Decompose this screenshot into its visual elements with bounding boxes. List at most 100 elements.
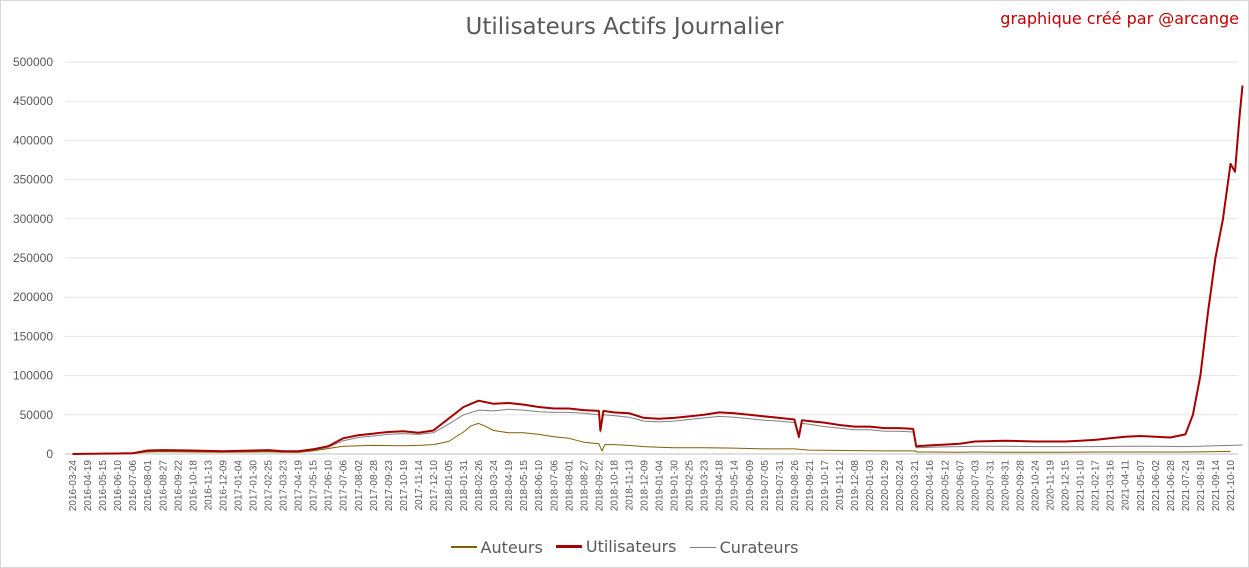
- x-tick-label: 2018-04-19: [504, 460, 515, 512]
- y-tick-label: 0: [46, 447, 53, 461]
- x-tick-label: 2020-04-16: [925, 460, 936, 512]
- x-tick-label: 2016-10-18: [188, 460, 199, 512]
- x-tick-label: 2019-08-26: [790, 460, 801, 512]
- x-tick-label: 2019-04-18: [715, 460, 726, 512]
- legend-item-curateurs: Curateurs: [689, 538, 799, 557]
- x-tick-label: 2017-08-02: [354, 460, 365, 512]
- x-tick-label: 2017-05-15: [309, 460, 320, 512]
- x-tick-label: 2019-12-08: [850, 460, 861, 512]
- x-tick-label: 2019-07-05: [760, 460, 771, 512]
- x-tick-label: 2018-06-10: [534, 460, 545, 512]
- x-tick-label: 2021-01-10: [1076, 460, 1087, 512]
- x-tick-label: 2016-11-13: [203, 460, 214, 511]
- series-line-auteurs: [72, 422, 1231, 455]
- x-tick-label: 2018-07-06: [549, 460, 560, 512]
- y-tick-label: 100000: [13, 369, 53, 383]
- x-tick-label: 2016-05-15: [98, 460, 109, 512]
- x-tick-label: 2019-05-14: [730, 460, 741, 512]
- x-tick-label: 2018-11-13: [624, 460, 635, 511]
- x-tick-label: 2016-12-09: [218, 460, 229, 512]
- chart-title: Utilisateurs Actifs Journalier: [465, 14, 784, 40]
- legend-item-utilisateurs: Utilisateurs: [555, 537, 677, 556]
- x-tick-label: 2016-08-01: [143, 460, 154, 512]
- x-tick-label: 2020-07-31: [985, 460, 996, 512]
- x-tick-label: 2017-01-04: [233, 460, 244, 512]
- x-tick-label: 2018-05-15: [519, 460, 530, 512]
- y-tick-label: 300000: [13, 212, 53, 226]
- x-tick-label: 2018-03-24: [489, 460, 500, 512]
- x-tick-label: 2020-06-07: [955, 460, 966, 512]
- y-tick-label: 250000: [13, 251, 53, 265]
- y-tick-label: 150000: [13, 329, 53, 343]
- x-tick-label: 2020-09-28: [1015, 460, 1026, 512]
- x-tick-label: 2017-06-10: [324, 460, 335, 512]
- x-tick-label: 2017-12-10: [429, 460, 440, 512]
- x-tick-label: 2016-07-06: [128, 460, 139, 512]
- x-tick-label: 2018-10-18: [609, 460, 620, 512]
- x-tick-label: 2019-07-31: [775, 460, 786, 512]
- x-tick-label: 2020-07-03: [970, 460, 981, 512]
- x-tick-label: 2021-03-16: [1106, 460, 1117, 512]
- legend-item-auteurs: Auteurs: [450, 537, 543, 557]
- x-tick-label: 2016-08-27: [158, 460, 169, 512]
- x-tick-label: 2021-02-17: [1091, 460, 1102, 512]
- legend-swatch-curateurs: [689, 547, 716, 548]
- x-tick-label: 2019-01-04: [655, 460, 666, 512]
- x-tick-label: 2021-09-14: [1211, 460, 1222, 512]
- x-tick-label: 2018-01-31: [459, 460, 470, 512]
- x-tick-label: 2018-08-01: [564, 460, 575, 512]
- series-line-utilisateurs: [72, 85, 1244, 455]
- x-tick-label: 2016-09-22: [173, 460, 184, 512]
- legend-label-auteurs: Auteurs: [480, 537, 543, 557]
- x-tick-label: 2017-03-23: [279, 460, 290, 512]
- x-tick-label: 2020-12-15: [1061, 460, 1072, 512]
- x-tick-label: 2017-10-19: [399, 460, 410, 512]
- x-tick-label: 2019-02-25: [685, 460, 696, 512]
- x-tick-label: 2017-01-30: [248, 460, 259, 512]
- x-tick-label: 2020-08-31: [1000, 460, 1011, 512]
- y-tick-label: 200000: [13, 290, 53, 304]
- x-tick-label: 2021-05-07: [1136, 460, 1147, 512]
- x-tick-label: 2020-01-03: [865, 460, 876, 512]
- x-tick-label: 2021-07-24: [1181, 460, 1192, 512]
- x-tick-label: 2018-02-26: [474, 460, 485, 512]
- x-tick-label: 2019-11-12: [835, 460, 846, 511]
- legend-label-curateurs: Curateurs: [719, 538, 799, 557]
- y-tick-label: 350000: [13, 173, 53, 187]
- x-tick-label: 2017-11-14: [414, 460, 425, 511]
- x-tick-label: 2017-07-06: [339, 460, 350, 512]
- chart-legend: Auteurs Utilisateurs Curateurs: [0, 533, 1249, 557]
- legend-swatch-auteurs: [450, 546, 477, 548]
- x-tick-label: 2021-10-10: [1226, 460, 1237, 512]
- x-tick-label: 2021-06-28: [1166, 460, 1177, 512]
- x-tick-label: 2019-03-23: [700, 460, 711, 512]
- legend-label-utilisateurs: Utilisateurs: [585, 537, 677, 556]
- x-tick-label: 2016-03-24: [68, 460, 79, 512]
- x-tick-label: 2017-08-28: [369, 460, 380, 512]
- x-tick-label: 2020-02-24: [895, 460, 906, 512]
- x-tick-label: 2019-01-30: [670, 460, 681, 512]
- x-tick-label: 2017-02-25: [264, 460, 275, 512]
- x-tick-label: 2018-01-05: [444, 460, 455, 512]
- x-tick-label: 2019-09-21: [805, 460, 816, 512]
- x-tick-label: 2017-09-23: [384, 460, 395, 512]
- x-tick-label: 2018-12-09: [639, 460, 650, 512]
- x-tick-label: 2020-10-24: [1030, 460, 1041, 512]
- x-tick-label: 2016-04-19: [83, 460, 94, 512]
- x-tick-label: 2017-04-19: [294, 460, 305, 512]
- x-tick-label: 2021-06-02: [1151, 460, 1162, 512]
- x-tick-label: 2020-05-12: [940, 460, 951, 512]
- x-tick-label: 2019-06-09: [745, 460, 756, 512]
- y-tick-label: 450000: [13, 94, 53, 108]
- legend-swatch-utilisateurs: [555, 545, 582, 548]
- x-tick-label: 2020-11-19: [1046, 460, 1057, 511]
- x-tick-label: 2021-04-11: [1121, 460, 1132, 511]
- x-tick-label: 2019-10-17: [820, 460, 831, 512]
- x-tick-label: 2018-08-27: [579, 460, 590, 512]
- x-tick-label: 2020-01-29: [880, 460, 891, 512]
- x-tick-label: 2018-09-22: [594, 460, 605, 512]
- y-tick-label: 500000: [13, 55, 53, 69]
- y-tick-label: 400000: [13, 133, 53, 147]
